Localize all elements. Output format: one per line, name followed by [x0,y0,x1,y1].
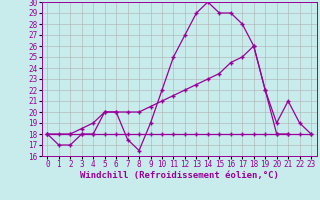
X-axis label: Windchill (Refroidissement éolien,°C): Windchill (Refroidissement éolien,°C) [80,171,279,180]
